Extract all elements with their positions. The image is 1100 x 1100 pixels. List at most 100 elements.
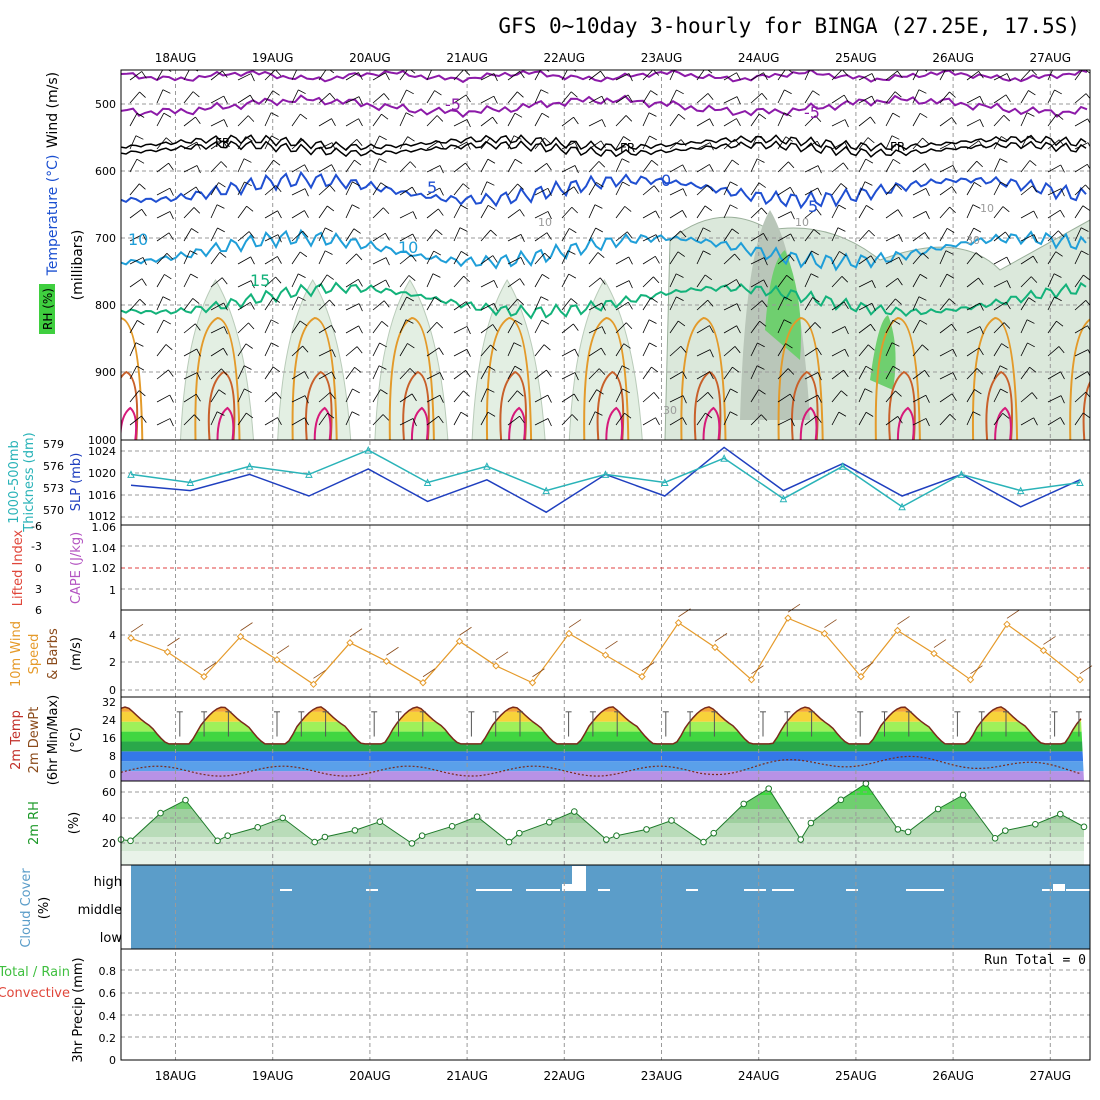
wind-barb [858, 344, 875, 357]
barb-flag [304, 417, 309, 426]
wind-barb [966, 119, 984, 128]
barb-shaft [588, 252, 599, 265]
wind10-barb [970, 665, 983, 675]
barb-flag [817, 394, 822, 403]
barb-shaft [858, 137, 869, 150]
barb-shaft [183, 116, 196, 127]
barb-shaft [507, 183, 518, 196]
wind-barb [723, 303, 741, 312]
barb-shaft [156, 369, 169, 380]
wind-barb [480, 229, 497, 242]
wind10-barb [276, 645, 290, 655]
barb-shaft [237, 181, 245, 196]
wind-barb [318, 227, 333, 242]
barb-flag [544, 137, 551, 144]
barb-shaft [669, 210, 683, 219]
contour-20 [121, 317, 144, 440]
barb-flag [709, 349, 714, 358]
barb-flag [196, 141, 201, 150]
wind-barb [534, 252, 551, 265]
barb-flag [571, 414, 579, 421]
barb-shaft [966, 368, 978, 380]
cloud-cover-fill [131, 865, 1090, 949]
thickness-line [130, 449, 1081, 508]
wind-barb [480, 411, 496, 426]
barb-shaft [939, 348, 954, 357]
thickness-marker [898, 502, 906, 511]
wind-barb [1074, 184, 1090, 196]
thickness-marker [483, 462, 491, 470]
barb-shaft [507, 257, 522, 265]
slp-y-ticks: 579 576 573 570 1024 1020 1016 1012 [43, 438, 116, 523]
wind-barb [183, 207, 201, 219]
barb-flag [378, 365, 387, 370]
wind-barb [939, 141, 957, 150]
barb-shaft [210, 326, 225, 334]
barb-shaft [831, 94, 845, 104]
wind-barb [480, 365, 496, 380]
barb-flag [432, 70, 441, 71]
contour-minus10 [121, 70, 1088, 84]
wind-barb [642, 112, 657, 127]
wind-barb [858, 365, 874, 380]
barb-flag [1026, 112, 1035, 117]
wind-barb [750, 257, 768, 266]
barb-shaft [966, 302, 981, 311]
cloud-ylabel-1: Cloud Cover [19, 868, 34, 948]
wind-barb [507, 183, 524, 196]
barb-shaft [534, 187, 549, 196]
wind-barb [696, 142, 714, 151]
barb-flag [925, 395, 930, 403]
barb-shaft [453, 390, 464, 403]
wind-barb [156, 394, 174, 403]
barb-flag [407, 343, 415, 349]
barb-shaft [993, 365, 1001, 380]
barb-flag [731, 228, 739, 234]
wind-barb [534, 369, 552, 380]
barb-shaft [1020, 366, 1030, 380]
barb-flag [358, 279, 363, 287]
barb-flag [871, 280, 876, 289]
wind-barb [831, 411, 847, 426]
barb-shaft [426, 415, 439, 426]
barb-flag [1002, 412, 1010, 419]
barb-flag [625, 115, 633, 122]
barb-flag [676, 296, 684, 302]
barb-shaft [291, 417, 305, 426]
barb-shaft [561, 228, 570, 242]
wind-barb [750, 182, 766, 196]
wind-barb [858, 302, 876, 311]
barb-shaft [372, 257, 387, 265]
barb-flag [573, 186, 579, 194]
wind-barb [426, 208, 444, 219]
barb-shaft [534, 211, 549, 219]
barb-shaft [939, 70, 948, 81]
barb-shaft [912, 418, 927, 426]
cloud-high-block-2 [1053, 884, 1065, 891]
wind-barb [831, 301, 849, 311]
barb-flag [519, 278, 525, 286]
wind-barb [1074, 412, 1090, 426]
barb-shaft [372, 93, 385, 104]
wind-barb [696, 250, 711, 265]
barb-flag [870, 324, 876, 332]
barb-shaft [372, 321, 383, 334]
barb-flag [405, 319, 414, 324]
wind-barb [588, 326, 606, 335]
barb-shaft [318, 70, 328, 81]
barb-flag [218, 389, 226, 395]
contour-20 [485, 316, 533, 440]
barb-shaft [615, 388, 623, 403]
wind-barb [669, 296, 684, 311]
barb-shaft [318, 92, 331, 104]
wind-barb [291, 89, 306, 104]
barb-flag [466, 119, 471, 128]
barb-flag [543, 344, 551, 351]
barb-shaft [804, 297, 813, 311]
wind-barb [561, 323, 579, 334]
wind10-point [309, 680, 318, 689]
barb-shaft [264, 366, 274, 380]
wind-barb [750, 279, 768, 288]
rh-label-10-c: 10 [980, 202, 994, 215]
rh-tick-40: 40 [102, 812, 116, 825]
